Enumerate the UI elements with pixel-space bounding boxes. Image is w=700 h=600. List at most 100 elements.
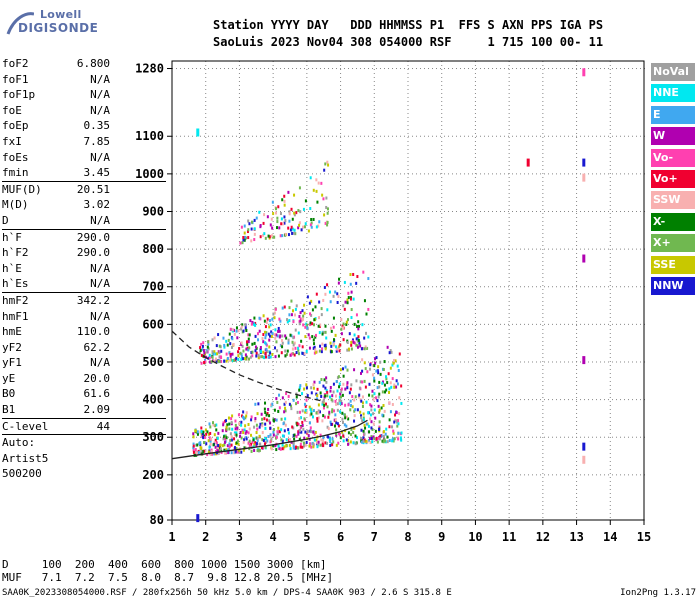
grid-dot (568, 210, 569, 212)
echo-point (273, 316, 276, 320)
echo-point (264, 437, 267, 441)
echo-point (363, 347, 366, 351)
grid-dot (609, 413, 611, 414)
grid-dot (205, 193, 207, 194)
grid-dot (441, 469, 443, 470)
grid-dot (306, 249, 308, 250)
grid-dot (204, 173, 205, 175)
echo-point (209, 425, 212, 429)
grid-dot (441, 425, 443, 426)
echo-point (293, 213, 296, 217)
grid-dot (205, 93, 207, 94)
grid-dot (542, 497, 544, 498)
grid-dot (544, 474, 545, 476)
grid-dot (336, 474, 337, 476)
grid-dot (272, 397, 274, 398)
echo-point (316, 387, 319, 391)
grid-dot (407, 509, 409, 510)
grid-dot (205, 77, 207, 78)
grid-dot (520, 210, 521, 212)
legend-entry-sse: SSE (651, 255, 695, 274)
grid-dot (238, 433, 240, 434)
grid-dot (474, 149, 476, 150)
grid-dot (272, 365, 274, 366)
grid-dot (224, 286, 225, 288)
grid-dot (542, 169, 544, 170)
grid-dot (474, 137, 476, 138)
grid-dot (205, 321, 207, 322)
grid-dot (500, 173, 501, 175)
grid-dot (407, 333, 409, 334)
grid-dot (373, 289, 375, 290)
grid-dot (272, 473, 274, 474)
grid-dot (468, 173, 469, 175)
echo-point (275, 211, 278, 215)
grid-dot (468, 361, 469, 363)
echo-point (359, 410, 362, 414)
grid-dot (441, 169, 443, 170)
grid-dot (576, 153, 578, 154)
grid-dot (474, 405, 476, 406)
grid-dot (620, 173, 621, 175)
grid-dot (356, 173, 357, 175)
echo-point (340, 399, 343, 403)
grid-dot (340, 449, 342, 450)
grid-dot (441, 125, 443, 126)
grid-dot (609, 261, 611, 262)
echo-point (287, 338, 290, 342)
grid-dot (474, 501, 476, 502)
grid-dot (373, 297, 375, 298)
grid-dot (474, 301, 476, 302)
grid-dot (542, 209, 544, 210)
grid-dot (508, 173, 510, 174)
echo-point (277, 354, 280, 358)
echo-point (395, 379, 398, 383)
legend-entry-e: E (651, 105, 695, 124)
echo-point (372, 397, 375, 401)
echo-point (199, 445, 202, 449)
grid-dot (548, 68, 549, 70)
param-row: foF1p N/A (2, 87, 166, 103)
grid-dot (628, 173, 629, 175)
grid-dot (596, 436, 597, 438)
grid-dot (544, 361, 545, 363)
grid-dot (376, 361, 377, 363)
param-value: 7.85 (83, 134, 111, 148)
grid-dot (392, 474, 393, 476)
grid-dot (340, 289, 342, 290)
grid-dot (441, 81, 443, 82)
grid-dot (244, 361, 245, 363)
grid-dot (272, 89, 274, 90)
grid-dot (272, 253, 274, 254)
grid-dot (373, 209, 375, 210)
echo-point (303, 417, 306, 421)
grid-dot (474, 309, 476, 310)
echo-point (333, 424, 336, 428)
echo-point (248, 439, 251, 443)
grid-dot (548, 286, 549, 288)
grid-dot (441, 157, 443, 158)
grid-dot (508, 317, 510, 318)
echo-point (312, 445, 315, 449)
grid-dot (407, 269, 409, 270)
echo-point (264, 422, 267, 426)
echo-point (334, 418, 337, 422)
grid-dot (352, 474, 353, 476)
grid-dot (576, 145, 578, 146)
grid-dot (441, 345, 443, 346)
grid-dot (268, 399, 269, 401)
grid-dot (504, 68, 505, 70)
grid-dot (441, 305, 443, 306)
echo-point (388, 425, 391, 429)
echo-point (200, 353, 203, 357)
grid-dot (407, 169, 409, 170)
grid-dot (542, 213, 544, 214)
grid-dot (306, 189, 308, 190)
grid-dot (416, 474, 417, 476)
grid-dot (568, 474, 569, 476)
d-row: D 100 200 400 600 800 1000 1500 3000 [km… (2, 558, 327, 571)
grid-dot (272, 221, 274, 222)
grid-dot (474, 221, 476, 222)
grid-dot (592, 173, 593, 175)
grid-dot (576, 433, 578, 434)
